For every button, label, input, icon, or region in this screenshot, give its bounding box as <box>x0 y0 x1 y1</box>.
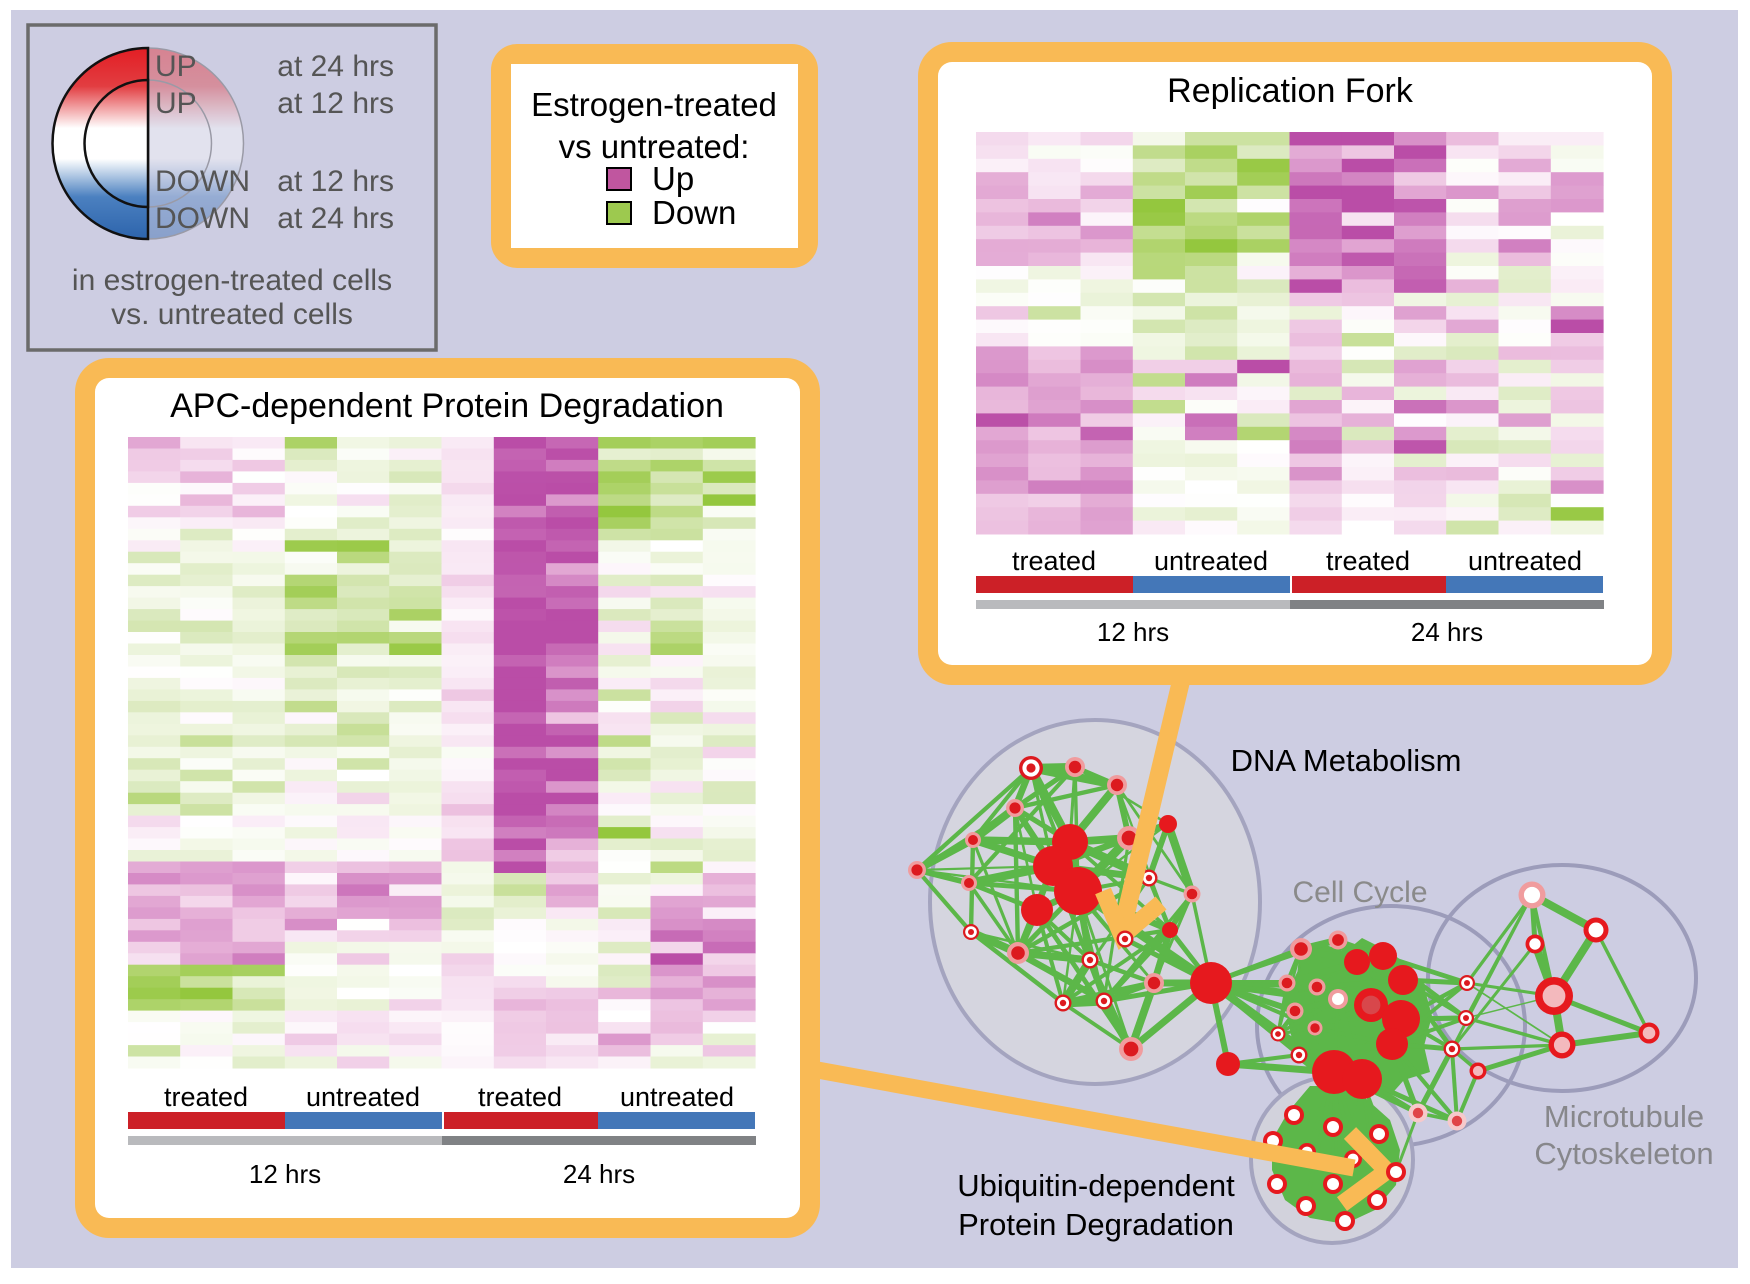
svg-text:DOWN: DOWN <box>155 202 250 235</box>
svg-text:Down: Down <box>652 194 736 231</box>
svg-text:treated: treated <box>1326 546 1410 576</box>
svg-text:untreated: untreated <box>1154 546 1268 576</box>
svg-text:APC-dependent Protein Degradat: APC-dependent Protein Degradation <box>170 387 724 425</box>
svg-text:untreated: untreated <box>620 1082 734 1112</box>
svg-text:Cytoskeleton: Cytoskeleton <box>1534 1136 1713 1171</box>
svg-text:at 24 hrs: at 24 hrs <box>277 50 394 83</box>
svg-text:12 hrs: 12 hrs <box>249 1159 321 1189</box>
svg-text:Cell Cycle: Cell Cycle <box>1292 876 1427 909</box>
svg-text:vs. untreated cells: vs. untreated cells <box>111 298 353 331</box>
svg-text:DOWN: DOWN <box>155 165 250 198</box>
svg-text:Up: Up <box>652 160 694 197</box>
svg-text:Protein Degradation: Protein Degradation <box>958 1207 1234 1242</box>
svg-text:treated: treated <box>1012 546 1096 576</box>
svg-text:at 24 hrs: at 24 hrs <box>277 202 394 235</box>
svg-text:12 hrs: 12 hrs <box>1097 617 1169 647</box>
svg-text:untreated: untreated <box>1468 546 1582 576</box>
svg-text:Microtubule: Microtubule <box>1544 1099 1704 1134</box>
svg-text:treated: treated <box>164 1082 248 1112</box>
svg-text:vs untreated:: vs untreated: <box>559 128 750 165</box>
svg-text:treated: treated <box>478 1082 562 1112</box>
svg-text:Ubiquitin-dependent: Ubiquitin-dependent <box>957 1168 1235 1203</box>
svg-text:UP: UP <box>155 87 197 120</box>
svg-text:untreated: untreated <box>306 1082 420 1112</box>
svg-text:in estrogen-treated cells: in estrogen-treated cells <box>72 264 392 297</box>
svg-text:24 hrs: 24 hrs <box>1411 617 1483 647</box>
svg-text:DNA Metabolism: DNA Metabolism <box>1231 743 1462 778</box>
svg-text:Estrogen-treated: Estrogen-treated <box>531 86 777 123</box>
svg-text:UP: UP <box>155 50 197 83</box>
svg-text:at 12 hrs: at 12 hrs <box>277 87 394 120</box>
svg-text:Replication Fork: Replication Fork <box>1167 72 1414 110</box>
svg-text:at 12 hrs: at 12 hrs <box>277 165 394 198</box>
svg-text:24 hrs: 24 hrs <box>563 1159 635 1189</box>
